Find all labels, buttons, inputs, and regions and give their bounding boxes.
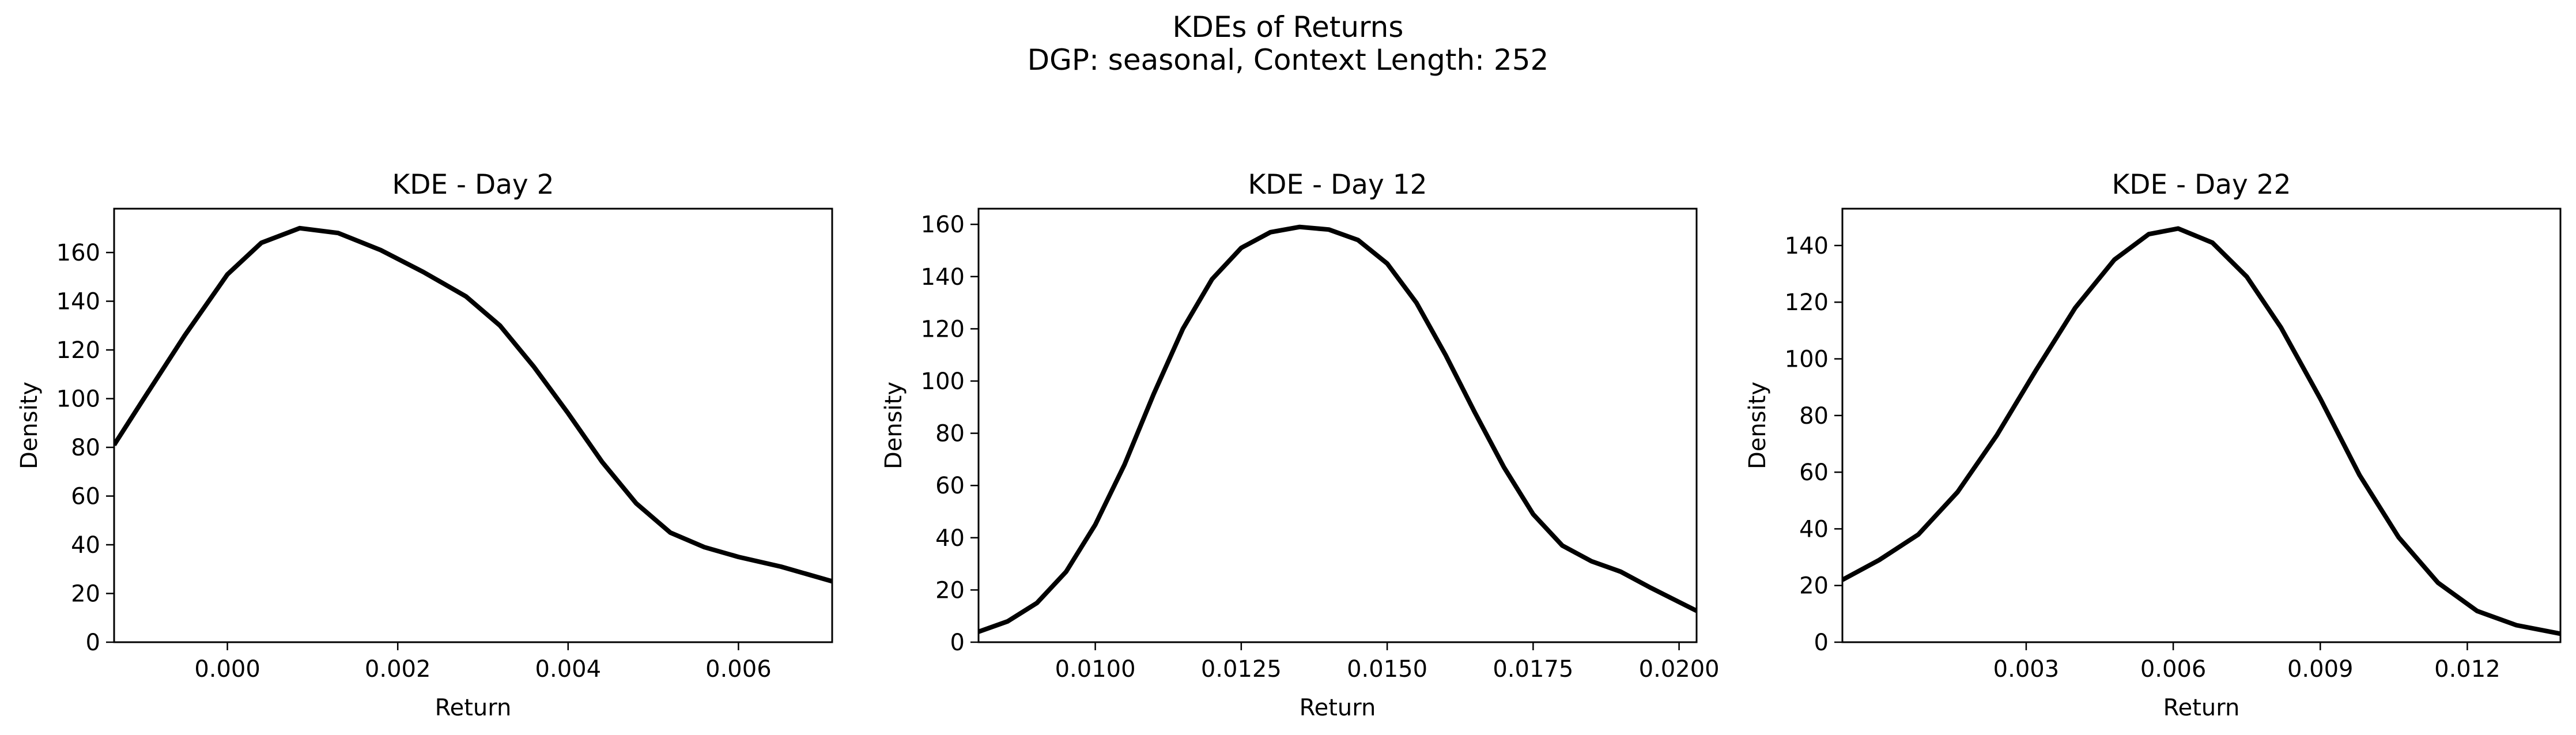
x-tick-label: 0.004 [535, 656, 602, 683]
y-tick-label: 40 [71, 532, 100, 559]
y-tick-label: 20 [71, 581, 100, 608]
panel-title: KDE - Day 12 [1248, 169, 1427, 201]
y-tick-label: 80 [71, 435, 100, 461]
y-axis-label: Density [881, 382, 907, 469]
y-tick-label: 80 [935, 421, 965, 447]
x-tick-label: 0.009 [2287, 656, 2354, 683]
panel-title: KDE - Day 22 [2112, 169, 2291, 201]
y-tick-label: 40 [935, 525, 965, 552]
chart-panel-3: 0 20 40 60 80 100 120 140 0.003 0.006 0.009 0.012 KD… [1744, 169, 2562, 721]
y-tick-label: 80 [1799, 403, 1829, 429]
y-tick-label: 0 [950, 630, 965, 656]
y-tick-label: 100 [56, 386, 100, 413]
x-tick-label: 0.003 [1993, 656, 2060, 683]
panel-title: KDE - Day 2 [392, 169, 554, 201]
y-axis-label: Density [1744, 382, 1771, 469]
x-tick-label: 0.000 [194, 656, 260, 683]
y-tick-label: 120 [56, 337, 100, 364]
y-tick-label: 60 [1799, 459, 1829, 486]
y-tick-label: 60 [935, 473, 965, 499]
y-tick-label: 40 [1799, 516, 1829, 542]
y-tick-label: 140 [1785, 233, 1829, 259]
y-axis-label: Density [16, 382, 43, 469]
y-tick-label: 140 [56, 289, 100, 315]
y-tick-label: 0 [86, 630, 100, 656]
x-tick-label: 0.006 [2140, 656, 2207, 683]
y-tick-label: 160 [56, 240, 100, 266]
y-tick-label: 120 [921, 316, 965, 342]
chart-panel-2: 0 20 40 60 80 100 120 140 160 0.0100 0.0125 0.0150 0… [881, 169, 1720, 721]
plot-frame [113, 208, 833, 643]
y-tick-label: 20 [935, 577, 965, 604]
chart-panel-1: 0 20 40 60 80 100 120 140 160 0.000 0.002 0.004 0.00… [16, 169, 833, 721]
x-axis-label: Return [1300, 695, 1376, 721]
x-tick-label: 0.0200 [1639, 656, 1720, 683]
x-axis-label: Return [2163, 695, 2240, 721]
x-tick-label: 0.0175 [1493, 656, 1573, 683]
x-tick-label: 0.0100 [1055, 656, 1136, 683]
y-tick-label: 100 [921, 368, 965, 395]
chart-panels: 0 20 40 60 80 100 120 140 160 0.000 0.002 0.004 0.00… [16, 169, 2562, 721]
x-tick-label: 0.0125 [1201, 656, 1282, 683]
kde-curve [114, 225, 832, 584]
x-tick-label: 0.006 [705, 656, 772, 683]
y-tick-label: 0 [1814, 630, 1829, 656]
x-tick-label: 0.002 [365, 656, 431, 683]
y-tick-label: 160 [921, 212, 965, 238]
y-tick-label: 120 [1785, 289, 1829, 316]
y-tick-label: 100 [1785, 346, 1829, 372]
y-tick-label: 20 [1799, 573, 1829, 600]
kde-curve [979, 224, 1697, 634]
y-tick-label: 140 [921, 264, 965, 291]
plot-frame [977, 208, 1698, 643]
plot-frame [1841, 208, 2562, 643]
kde-curve [1842, 226, 2560, 636]
x-tick-label: 0.012 [2434, 656, 2501, 683]
x-axis-label: Return [435, 695, 512, 721]
figure-title: KDEs of Returns [1173, 10, 1404, 44]
figure-subtitle: DGP: seasonal, Context Length: 252 [1028, 43, 1549, 77]
x-tick-label: 0.0150 [1347, 656, 1427, 683]
y-tick-label: 60 [71, 484, 100, 510]
